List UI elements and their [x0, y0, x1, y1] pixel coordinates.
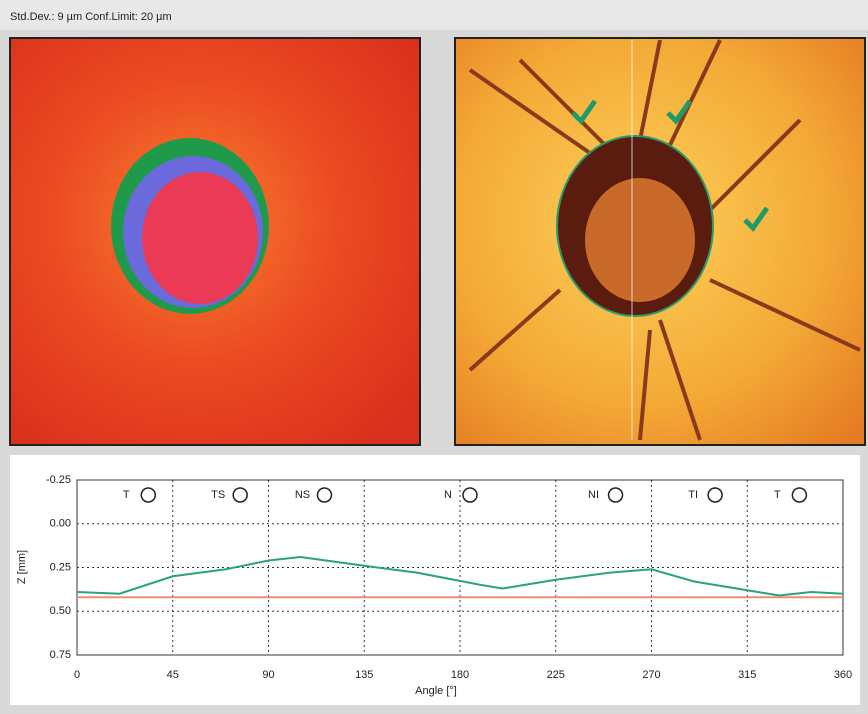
y-tick-label: 0.25 [50, 561, 71, 573]
x-tick-label: 45 [167, 669, 179, 681]
sector-label: NS [295, 489, 310, 501]
screen: Std.Dev.: 9 µm Conf.Limit: 20 µm Angle [… [0, 0, 868, 709]
y-tick-label: 0.50 [50, 605, 71, 617]
reflectance-image [455, 38, 865, 445]
topography-image [10, 38, 420, 445]
y-tick-label: 0.00 [50, 518, 71, 530]
sector-icon [792, 488, 806, 502]
sector-icon [141, 488, 155, 502]
sector-icon [317, 488, 331, 502]
y-axis-label: Z [mm] [16, 550, 28, 584]
x-tick-label: 135 [355, 669, 373, 681]
sector-label: TS [211, 489, 225, 501]
y-tick-label: 0.75 [50, 649, 71, 661]
x-axis-label: Angle [°] [415, 685, 457, 697]
sector-icon [708, 488, 722, 502]
sector-label: NI [588, 489, 599, 501]
x-tick-label: 360 [834, 669, 852, 681]
sector-label: N [444, 489, 452, 501]
status-text: Std.Dev.: 9 µm Conf.Limit: 20 µm [10, 11, 172, 23]
x-tick-label: 90 [262, 669, 274, 681]
sector-label: T [123, 489, 130, 501]
x-tick-label: 270 [642, 669, 660, 681]
sector-label: T [774, 489, 781, 501]
sector-icon [463, 488, 477, 502]
x-tick-label: 225 [547, 669, 565, 681]
x-tick-label: 0 [74, 669, 80, 681]
y-tick-label: -0.25 [46, 474, 71, 486]
sector-icon [609, 488, 623, 502]
sector-label: TI [688, 489, 698, 501]
x-tick-label: 315 [738, 669, 756, 681]
x-tick-label: 180 [451, 669, 469, 681]
sector-icon [233, 488, 247, 502]
